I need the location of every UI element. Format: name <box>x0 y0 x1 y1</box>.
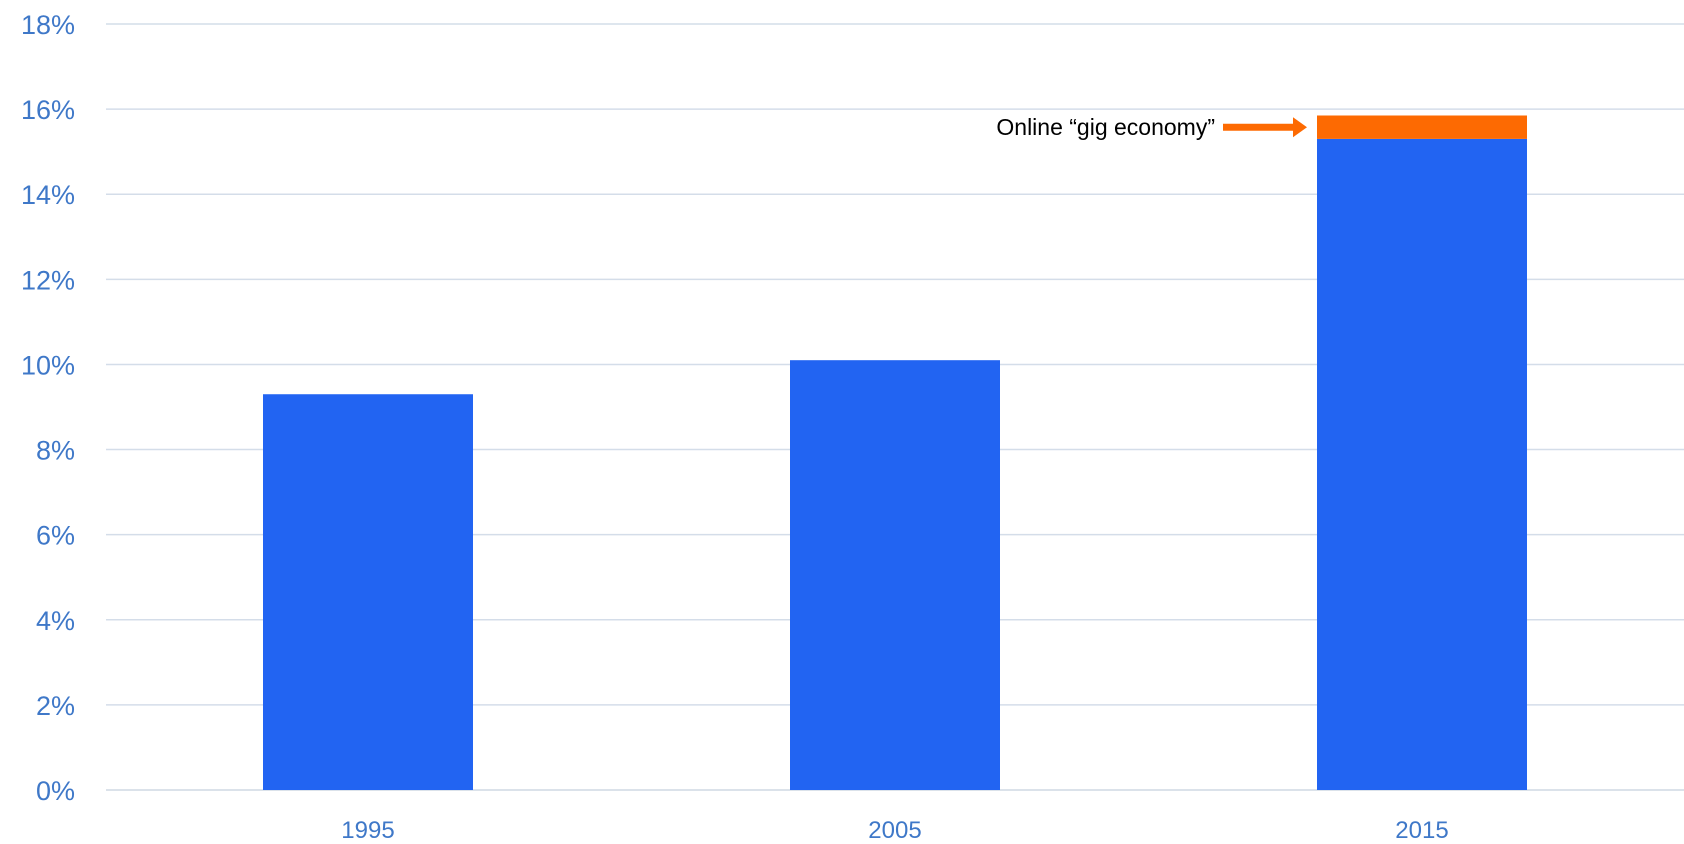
x-tick-label: 2015 <box>1395 817 1448 844</box>
y-tick-label: 2% <box>36 691 75 721</box>
y-axis-tick-labels: 0% 2% 4% 6% 8% 10% 12% 14% 16% 18% <box>21 10 75 806</box>
bar-2015-series-1 <box>1317 115 1527 139</box>
annotation-label: Online “gig economy” <box>996 114 1215 140</box>
y-tick-label: 18% <box>21 10 75 40</box>
y-tick-label: 10% <box>21 350 75 380</box>
x-axis-tick-labels: 1995 2005 2015 <box>341 817 1448 844</box>
y-tick-label: 6% <box>36 521 75 551</box>
y-tick-label: 16% <box>21 95 75 125</box>
y-tick-label: 12% <box>21 265 75 295</box>
y-tick-label: 4% <box>36 606 75 636</box>
y-tick-label: 8% <box>36 436 75 466</box>
x-tick-label: 2005 <box>868 817 921 844</box>
bar-2005-series-0 <box>790 360 1000 790</box>
bar-1995-series-0 <box>263 394 473 790</box>
y-tick-label: 0% <box>36 776 75 806</box>
bars <box>263 115 1527 790</box>
annotation: Online “gig economy” <box>996 114 1307 140</box>
x-tick-label: 1995 <box>341 817 394 844</box>
bar-2015-series-0 <box>1317 138 1527 790</box>
annotation-arrow-head-icon <box>1293 117 1307 138</box>
y-tick-label: 14% <box>21 180 75 210</box>
